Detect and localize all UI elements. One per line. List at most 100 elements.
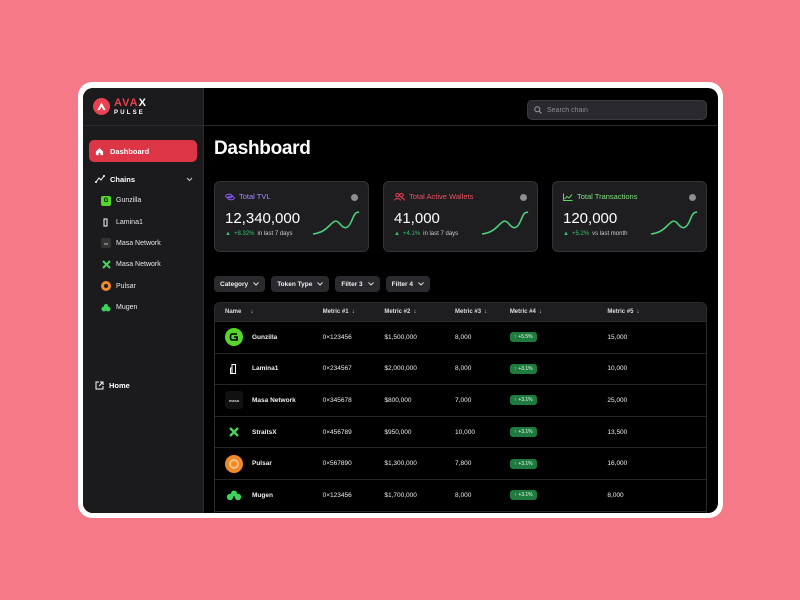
filter-4[interactable]: Filter 4 bbox=[385, 276, 430, 292]
search-box[interactable] bbox=[527, 100, 707, 120]
sort-arrow-icon: ↓ bbox=[351, 309, 355, 315]
lamina1-icon bbox=[101, 217, 111, 227]
sidebar-item-label: Gunzilla bbox=[116, 197, 142, 205]
brand-logo[interactable]: AVAX PULSE bbox=[83, 88, 203, 126]
card-label: Total Transactions bbox=[577, 192, 638, 201]
sidebar-item-label: Masa Network bbox=[116, 261, 161, 269]
sparkline bbox=[312, 211, 360, 235]
filter-token-type[interactable]: Token Type bbox=[271, 276, 330, 292]
card-change-suffix: in last 7 days bbox=[257, 231, 293, 237]
sidebar-item-masa-network[interactable]: m Masa Network bbox=[101, 233, 197, 254]
chains-table: Name ↓ Metric #1 ↓ Metric #2 ↓ Metric #3 ↓ M… bbox=[214, 302, 707, 513]
lamina1-icon bbox=[225, 360, 243, 378]
mugen-icon bbox=[225, 486, 243, 504]
row-name: StraitsX bbox=[252, 428, 277, 436]
column-header-name[interactable]: Name ↓ bbox=[225, 309, 254, 315]
external-link-icon bbox=[95, 381, 104, 390]
chevron-down-icon bbox=[317, 282, 324, 286]
page-title: Dashboard bbox=[214, 138, 311, 159]
sidebar: AVAX PULSE Dashboard Chains G Gunzilla bbox=[83, 88, 204, 513]
table-row[interactable]: masa Masa Network 0×345678 $800,000 7,000… bbox=[215, 385, 706, 417]
sort-arrow-icon: ↓ bbox=[413, 309, 417, 315]
column-header-metric3[interactable]: Metric #3 ↓ bbox=[455, 309, 488, 315]
coins-icon bbox=[225, 193, 235, 200]
chevron-down-icon bbox=[253, 282, 260, 286]
sidebar-item-chains[interactable]: Chains bbox=[89, 168, 197, 190]
card-change: +4.1% bbox=[402, 231, 421, 237]
cell-metric5: 25,000 bbox=[607, 396, 628, 404]
gunzilla-icon: G bbox=[101, 195, 111, 206]
sidebar-item-label: Lamina1 bbox=[116, 218, 143, 226]
sort-arrow-icon: ↓ bbox=[636, 309, 640, 315]
search-input[interactable] bbox=[547, 106, 697, 114]
chevron-down-icon[interactable] bbox=[186, 177, 193, 182]
trend-up-icon: ▲ bbox=[563, 231, 569, 237]
users-icon bbox=[394, 192, 405, 201]
filter-3[interactable]: Filter 3 bbox=[335, 276, 380, 292]
cell-metric1: 0×234567 bbox=[322, 365, 352, 373]
filter-label: Category bbox=[220, 280, 249, 288]
column-header-metric5[interactable]: Metric #5 ↓ bbox=[607, 309, 640, 315]
sidebar-item-mugen[interactable]: Mugen bbox=[101, 297, 197, 318]
card-total-tvl[interactable]: Total TVL 12,340,000 ▲ +8.32% in last 7 da… bbox=[214, 181, 369, 252]
search-icon bbox=[534, 106, 542, 114]
cell-metric1: 0×345678 bbox=[322, 396, 352, 404]
card-label: Total TVL bbox=[239, 192, 271, 201]
column-header-metric2[interactable]: Metric #2 ↓ bbox=[384, 309, 417, 315]
row-name: Masa Network bbox=[252, 396, 296, 404]
filter-category[interactable]: Category bbox=[214, 276, 266, 292]
straitsx-icon bbox=[225, 423, 243, 441]
sidebar-item-gunzilla[interactable]: G Gunzilla bbox=[101, 190, 197, 211]
avalanche-icon bbox=[93, 98, 110, 115]
chevron-down-icon bbox=[367, 282, 374, 286]
table-row[interactable]: Mugen 0×123456 $1,700,000 8,000 ↑ +3.1% 8… bbox=[215, 480, 706, 512]
info-icon[interactable] bbox=[520, 194, 527, 201]
brand-subtitle: PULSE bbox=[114, 109, 146, 116]
cell-metric2: $2,000,000 bbox=[384, 365, 417, 373]
sidebar-item-dashboard[interactable]: Dashboard bbox=[89, 140, 197, 162]
cell-metric5: 16,000 bbox=[607, 460, 628, 468]
sidebar-item-label: Dashboard bbox=[110, 146, 150, 156]
cell-metric3: 8,000 bbox=[455, 333, 472, 341]
column-header-metric4[interactable]: Metric #4 ↓ bbox=[509, 309, 542, 315]
pulsar-icon bbox=[101, 281, 111, 292]
sparkline bbox=[650, 211, 698, 235]
cell-metric1: 0×123456 bbox=[322, 491, 352, 499]
sidebar-item-label: Home bbox=[109, 381, 130, 390]
main-content: Dashboard Total TVL 12,340,000 ▲+8.32%in… bbox=[204, 88, 718, 513]
sidebar-item-home[interactable]: Home bbox=[95, 381, 130, 390]
card-active-wallets[interactable]: Total Active Wallets 41,000 ▲ +4.1% in las… bbox=[383, 181, 538, 252]
status-badge: ↑ +3.1% bbox=[509, 363, 537, 374]
cell-metric2: $1,700,000 bbox=[384, 491, 417, 499]
cell-metric5: 10,000 bbox=[607, 365, 628, 373]
sort-arrow-icon: ↓ bbox=[484, 309, 488, 315]
card-change-suffix: vs last month bbox=[592, 231, 628, 237]
row-name: Pulsar bbox=[252, 460, 272, 468]
info-icon[interactable] bbox=[351, 194, 358, 201]
table-row[interactable]: Pulsar 0×567890 $1,300,000 7,800 ↑ +3.1% … bbox=[215, 448, 706, 480]
brand-name: AVAX bbox=[114, 96, 147, 109]
chains-icon bbox=[95, 175, 105, 183]
filter-bar: Category Token Type Filter 3 Filter 4 bbox=[214, 276, 430, 292]
table-row[interactable]: Lamina1 0×234567 $2,000,000 8,000 ↑ +3.1%… bbox=[215, 354, 706, 386]
card-total-transactions[interactable]: Total Transactions 120,000 ▲ +5.2% vs last… bbox=[552, 181, 707, 252]
sidebar-item-lamina1[interactable]: Lamina1 bbox=[101, 211, 197, 232]
cell-metric3: 7,000 bbox=[455, 396, 472, 404]
sidebar-item-label: Chains bbox=[110, 174, 136, 184]
table-row[interactable]: StraitsX 0×456789 $950,000 10,000 ↑ +3.1%… bbox=[215, 417, 706, 449]
card-label: Total Active Wallets bbox=[409, 192, 474, 201]
cell-metric5: 8,000 bbox=[607, 491, 624, 499]
info-icon[interactable] bbox=[689, 194, 696, 201]
table-row[interactable]: Gunzilla 0×123456 $1,500,000 8,000 ↑ +5.5… bbox=[215, 322, 706, 354]
sort-arrow-icon: ↓ bbox=[250, 309, 254, 315]
sidebar-item-pulsar[interactable]: Pulsar bbox=[101, 276, 197, 297]
cell-metric3: 8,000 bbox=[455, 365, 472, 373]
trend-up-icon: ▲ bbox=[225, 231, 231, 237]
card-value: 120,000 bbox=[563, 210, 618, 227]
sidebar-item-label: Masa Network bbox=[116, 239, 161, 247]
column-header-metric1[interactable]: Metric #1 ↓ bbox=[322, 309, 355, 315]
sidebar-item-masa-network-2[interactable]: Masa Network bbox=[101, 254, 197, 275]
row-name: Lamina1 bbox=[252, 365, 279, 373]
cell-metric3: 8,000 bbox=[455, 491, 472, 499]
sparkline bbox=[481, 211, 529, 235]
